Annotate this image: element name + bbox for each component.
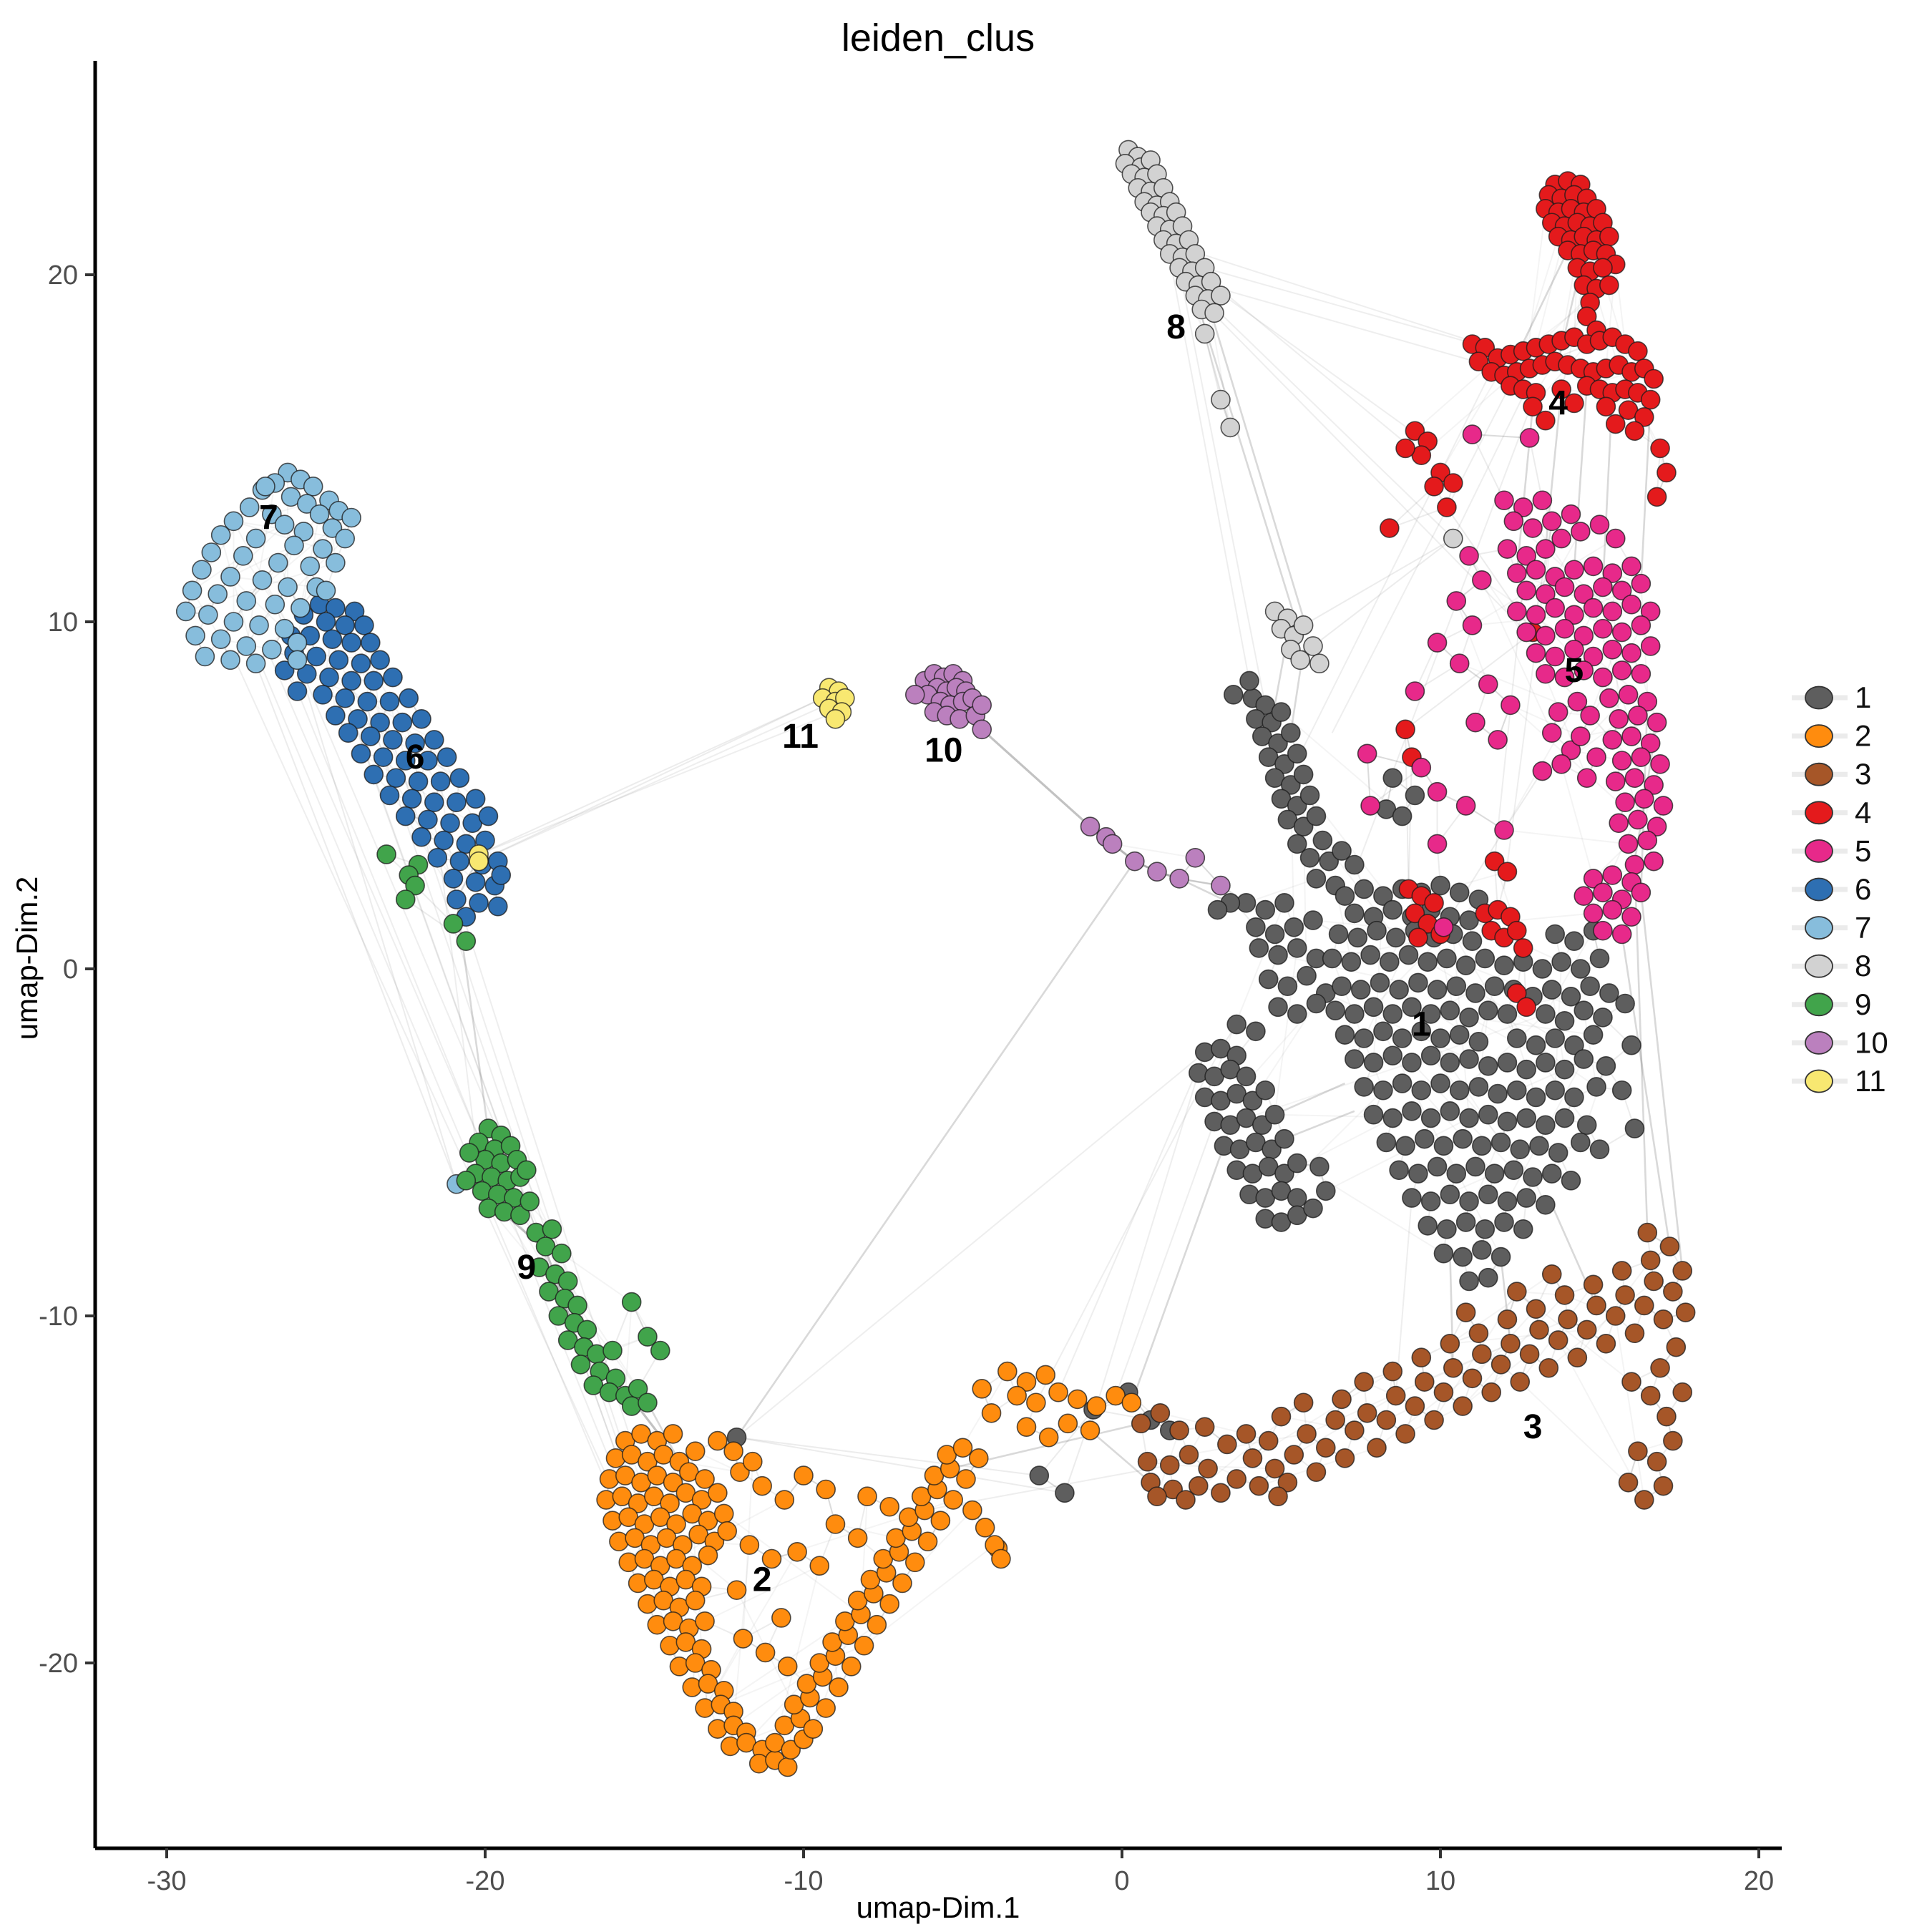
- cluster-1-points: [726, 670, 1645, 1503]
- legend-item-4: 4: [1792, 796, 1871, 829]
- cluster-3-points: [1131, 1222, 1696, 1510]
- cluster-6-label: 6: [406, 738, 425, 776]
- legend-item-7: 7: [1792, 911, 1871, 945]
- svg-text:10: 10: [1425, 1866, 1455, 1896]
- legend-key-point: [1805, 1031, 1833, 1055]
- legend-item-label: 6: [1855, 872, 1871, 906]
- x-axis-ticks: -30 -20 -10 0 10 20: [147, 1848, 1774, 1896]
- svg-text:-10: -10: [39, 1302, 78, 1332]
- svg-text:0: 0: [1114, 1866, 1129, 1896]
- legend-item-label: 11: [1855, 1064, 1886, 1098]
- legend-key-point: [1805, 916, 1833, 940]
- y-axis-label: umap-Dim.2: [10, 876, 44, 1040]
- svg-text:-20: -20: [39, 1649, 78, 1679]
- legend-item-5: 5: [1792, 834, 1871, 867]
- legend-key-point: [1805, 954, 1833, 978]
- y-axis-ticks: -20 -10 0 10 20: [39, 260, 95, 1679]
- legend-key-point: [1805, 839, 1833, 863]
- legend-item-label: 2: [1855, 719, 1871, 753]
- cluster-4-points: [1380, 171, 1677, 1018]
- svg-text:0: 0: [63, 955, 78, 985]
- plot-title: leiden_clus: [841, 16, 1035, 59]
- legend-item-label: 8: [1855, 949, 1871, 982]
- legend-item-label: 4: [1855, 796, 1871, 829]
- cluster-5-points: [1357, 424, 1674, 945]
- legend-item-label: 3: [1855, 757, 1871, 791]
- cluster-11-label: 11: [782, 718, 819, 756]
- legend-key-point: [1805, 686, 1833, 710]
- cluster-2-label: 2: [753, 1561, 772, 1599]
- svg-text:-30: -30: [147, 1866, 187, 1896]
- cluster-8-label: 8: [1166, 308, 1186, 346]
- svg-text:20: 20: [1744, 1866, 1774, 1896]
- svg-text:-20: -20: [466, 1866, 505, 1896]
- legend: 1 2 3 4 5 6 7 8 9 10 11: [1792, 680, 1888, 1098]
- legend-item-1: 1: [1792, 680, 1871, 714]
- cluster-8-points: [1115, 140, 1463, 674]
- legend-item-10: 10: [1792, 1025, 1888, 1059]
- legend-item-6: 6: [1792, 872, 1871, 906]
- cluster-3-label: 3: [1523, 1408, 1543, 1446]
- legend-item-11: 11: [1792, 1064, 1886, 1098]
- svg-text:-10: -10: [784, 1866, 824, 1896]
- legend-item-label: 7: [1855, 911, 1871, 945]
- legend-item-8: 8: [1792, 949, 1871, 982]
- legend-key-point: [1805, 992, 1833, 1017]
- cluster-2-points: [596, 1361, 1142, 1777]
- legend-item-3: 3: [1792, 757, 1871, 791]
- svg-text:20: 20: [48, 260, 78, 291]
- legend-item-label: 9: [1855, 987, 1871, 1021]
- cluster-6-points: [274, 594, 512, 927]
- axes: [93, 61, 1782, 1850]
- cluster-9-points: [376, 844, 670, 1416]
- cluster-5-label: 5: [1565, 652, 1584, 690]
- legend-item-label: 1: [1855, 680, 1871, 714]
- cluster-4-label: 4: [1548, 384, 1568, 422]
- cluster-11-points: [469, 678, 855, 872]
- legend-key-point: [1805, 1069, 1833, 1093]
- x-axis-label: umap-Dim.1: [856, 1890, 1020, 1924]
- cluster-7-label: 7: [259, 499, 278, 537]
- cluster-10-label: 10: [924, 731, 962, 769]
- legend-item-9: 9: [1792, 987, 1871, 1021]
- legend-key-point: [1805, 762, 1833, 786]
- legend-key-point: [1805, 877, 1833, 902]
- cluster-7-points: [175, 462, 467, 1194]
- svg-text:10: 10: [48, 608, 78, 638]
- legend-item-2: 2: [1792, 719, 1871, 753]
- legend-key-point: [1805, 801, 1833, 825]
- cluster-10-points: [904, 663, 1231, 896]
- legend-item-label: 10: [1855, 1025, 1888, 1059]
- legend-key-point: [1805, 724, 1833, 748]
- cluster-9-label: 9: [517, 1249, 536, 1287]
- legend-item-label: 5: [1855, 834, 1871, 867]
- cluster-1-label: 1: [1412, 1006, 1431, 1044]
